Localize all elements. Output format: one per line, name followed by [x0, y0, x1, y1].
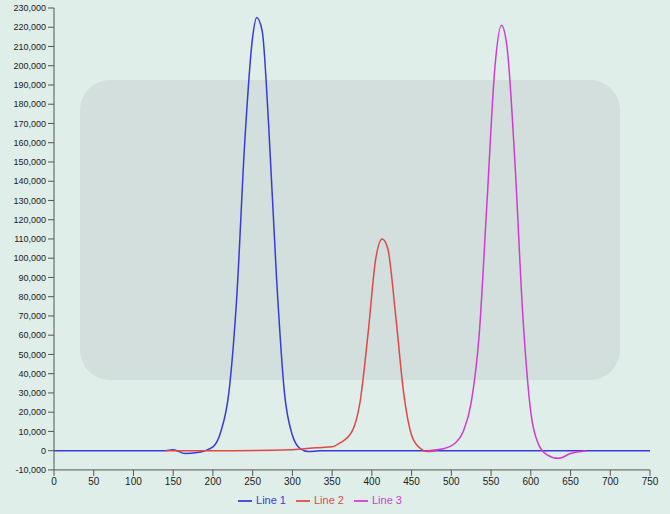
svg-text:30,000: 30,000 [18, 388, 46, 398]
svg-text:140,000: 140,000 [13, 176, 46, 186]
svg-text:20,000: 20,000 [18, 407, 46, 417]
svg-text:50: 50 [88, 476, 100, 487]
svg-text:230,000: 230,000 [13, 3, 46, 13]
svg-text:250: 250 [244, 476, 261, 487]
svg-text:350: 350 [324, 476, 341, 487]
svg-text:0: 0 [51, 476, 57, 487]
svg-text:0: 0 [41, 446, 46, 456]
svg-text:210,000: 210,000 [13, 42, 46, 52]
svg-text:200,000: 200,000 [13, 61, 46, 71]
svg-text:50,000: 50,000 [18, 350, 46, 360]
svg-text:180,000: 180,000 [13, 99, 46, 109]
svg-text:220,000: 220,000 [13, 22, 46, 32]
svg-text:190,000: 190,000 [13, 80, 46, 90]
svg-text:400: 400 [364, 476, 381, 487]
svg-text:550: 550 [483, 476, 500, 487]
svg-text:130,000: 130,000 [13, 196, 46, 206]
svg-text:90,000: 90,000 [18, 273, 46, 283]
svg-text:150,000: 150,000 [13, 157, 46, 167]
svg-text:70,000: 70,000 [18, 311, 46, 321]
svg-text:750: 750 [642, 476, 659, 487]
svg-text:200: 200 [205, 476, 222, 487]
svg-text:40,000: 40,000 [18, 369, 46, 379]
svg-text:170,000: 170,000 [13, 119, 46, 129]
svg-text:160,000: 160,000 [13, 138, 46, 148]
svg-text:600: 600 [522, 476, 539, 487]
svg-text:500: 500 [443, 476, 460, 487]
svg-text:10,000: 10,000 [18, 427, 46, 437]
svg-text:60,000: 60,000 [18, 330, 46, 340]
svg-text:650: 650 [562, 476, 579, 487]
svg-text:700: 700 [602, 476, 619, 487]
svg-text:120,000: 120,000 [13, 215, 46, 225]
svg-text:150: 150 [165, 476, 182, 487]
svg-text:110,000: 110,000 [14, 234, 46, 244]
html-text:Line 3: Line 3 [372, 493, 402, 506]
svg-text:100,000: 100,000 [13, 253, 46, 263]
svg-text:100: 100 [125, 476, 142, 487]
html-text:Line 1: Line 1 [256, 493, 286, 506]
html-text:Line 2: Line 2 [314, 493, 344, 506]
svg-text:80,000: 80,000 [18, 292, 46, 302]
svg-text:-10,000: -10,000 [15, 465, 46, 475]
svg-text:300: 300 [284, 476, 301, 487]
svg-text:450: 450 [403, 476, 420, 487]
